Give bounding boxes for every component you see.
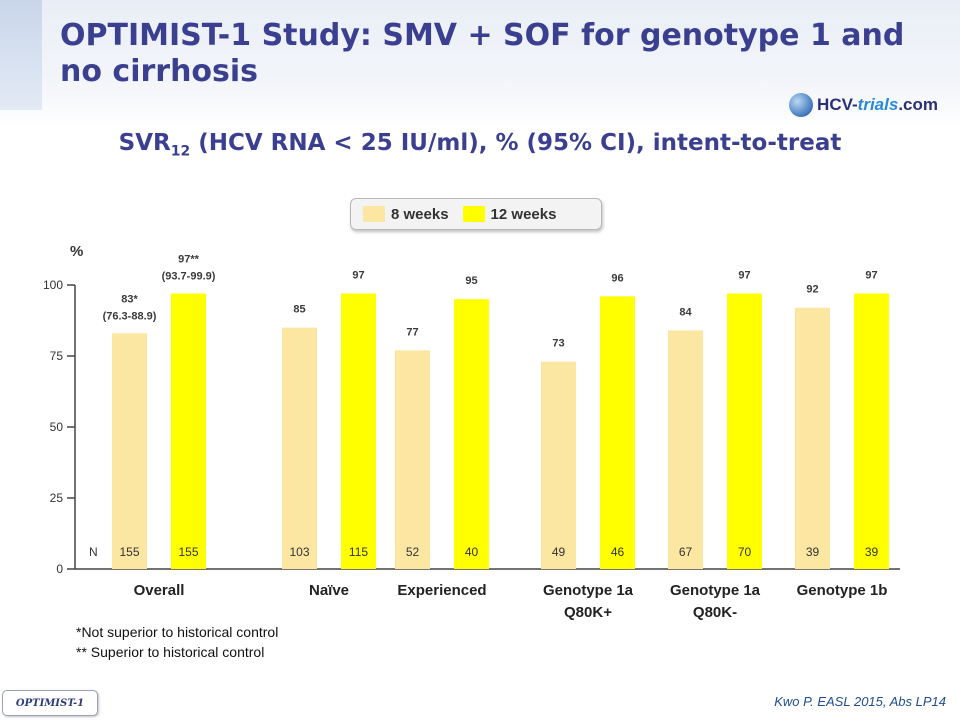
bar-12-weeks [854,293,889,569]
legend-label-8-weeks: 8 weeks [391,205,449,223]
bar-value-label: 84 [679,306,692,318]
category-label: Q80K+ [564,604,612,621]
bar-12-weeks [454,299,489,569]
bar-value-label: 83* [121,293,138,305]
category-label: Genotype 1b [797,582,888,599]
bar-value-label: 97 [865,270,877,282]
y-axis-label: % [70,243,83,260]
bar-8-weeks [395,350,430,569]
n-value: 155 [178,545,198,559]
category-label: Q80K- [693,604,737,621]
legend-swatch-8-weeks [363,206,385,222]
n-value: 155 [119,545,139,559]
bar-value-label: 96 [611,272,623,284]
globe-icon [789,93,814,117]
study-tag: OPTIMIST-1 [2,690,98,716]
y-tick-label: 75 [50,349,64,363]
title-accent-bar [0,0,42,110]
category-label: Naïve [309,582,349,599]
bar-12-weeks [600,296,635,569]
hcv-trials-logo: HCV-trials.com [789,90,938,120]
logo-text: HCV-trials.com [817,95,938,114]
n-value: 46 [611,545,625,559]
chart-subtitle: SVR12 (HCV RNA < 25 IU/ml), % (95% CI), … [118,130,842,160]
y-tick-label: 100 [43,278,63,292]
bar-value-label: 77 [406,326,418,338]
slide-title: OPTIMIST-1 Study: SMV + SOF for genotype… [60,18,905,89]
n-value: 115 [349,545,368,559]
y-tick-label: 50 [50,420,64,434]
n-value: 40 [465,545,479,559]
y-tick-label: 0 [56,562,63,576]
bar-8-weeks [668,330,703,569]
n-value: 67 [679,545,693,559]
bar-12-weeks [341,293,376,569]
bar-value-label: 97** [178,254,200,266]
n-label: N [89,545,98,559]
footnote-1: *Not superior to historical control [76,624,279,640]
bar-value-label: 85 [293,304,305,316]
bar-8-weeks [112,333,147,569]
n-value: 103 [289,545,309,559]
bar-12-weeks [171,293,206,569]
chart-legend: 8 weeks 12 weeks [350,198,602,230]
footnote-2: ** Superior to historical control [76,644,265,660]
legend-item-8-weeks: 8 weeks [363,206,449,223]
n-value: 39 [865,545,879,559]
category-label: Genotype 1a [543,582,634,599]
n-value: 39 [806,545,820,559]
legend-label-12-weeks: 12 weeks [490,205,557,223]
legend-swatch-12-weeks [462,206,485,222]
bar-value-label: 73 [552,338,564,350]
bar-ci-label: (93.7-99.9) [162,271,216,283]
bar-8-weeks [541,361,576,569]
bar-8-weeks [795,307,830,569]
legend-item-12-weeks: 12 weeks [462,205,557,223]
category-label: Experienced [397,582,486,599]
citation: Kwo P. EASL 2015, Abs LP14 [774,694,946,709]
n-value: 52 [406,545,420,559]
bar-value-label: 97 [352,270,364,282]
bar-ci-label: (76.3-88.9) [103,310,157,322]
bar-8-weeks [282,327,317,569]
category-label: Overall [134,582,185,599]
y-tick-label: 25 [50,491,64,505]
n-value: 49 [552,545,566,559]
bar-value-label: 92 [806,284,818,296]
category-label: Genotype 1a [670,582,761,599]
n-value: 70 [738,545,752,559]
bar-value-label: 95 [465,275,477,287]
bar-value-label: 97 [738,270,750,282]
bar-12-weeks [727,293,762,569]
